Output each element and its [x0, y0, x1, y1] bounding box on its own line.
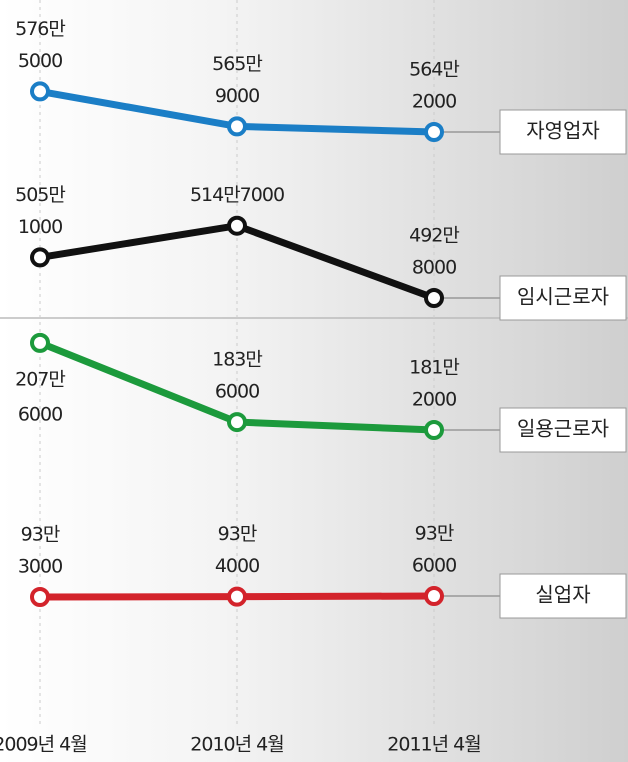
point: [229, 218, 245, 234]
value-label: 8000: [412, 257, 456, 279]
value-label: 183만: [212, 349, 262, 371]
value-label: 6000: [412, 555, 456, 577]
value-label: 181만: [409, 357, 459, 379]
value-label: 505만: [15, 184, 65, 206]
x-tick-label: 2011년 4월: [387, 734, 480, 756]
value-label: 564만: [409, 59, 459, 81]
x-tick-label: 2010년 4월: [190, 734, 283, 756]
value-label: 2000: [412, 91, 456, 113]
value-label: 5000: [18, 50, 62, 72]
value-label: 6000: [18, 403, 62, 425]
point: [32, 589, 48, 605]
value-label: 576만: [15, 18, 65, 40]
chart: 2009년 4월 2010년 4월 2011년 4월 자영업자 576만 5000 565만…: [0, 0, 628, 762]
point: [32, 335, 48, 351]
value-label: 4000: [215, 555, 259, 577]
value-label: 2000: [412, 389, 456, 411]
value-label: 514만7000: [190, 184, 284, 206]
point: [426, 588, 442, 604]
value-label: 9000: [215, 85, 259, 107]
value-label: 207만: [15, 368, 65, 390]
value-label: 93만: [21, 524, 60, 546]
legend-label: 자영업자: [526, 119, 600, 143]
value-label: 492만: [409, 225, 459, 247]
value-label: 1000: [18, 216, 62, 238]
point: [229, 414, 245, 430]
value-label: 3000: [18, 556, 62, 578]
value-label: 6000: [215, 381, 259, 403]
point: [32, 249, 48, 265]
legend-label: 일용근로자: [517, 417, 609, 441]
value-label: 93만: [415, 523, 454, 545]
point: [229, 589, 245, 605]
point: [426, 124, 442, 140]
point: [426, 422, 442, 438]
x-tick-label: 2009년 4월: [0, 734, 87, 756]
point: [32, 83, 48, 99]
legend-label: 임시근로자: [517, 285, 609, 309]
legend-label: 실업자: [535, 583, 590, 607]
point: [426, 290, 442, 306]
point: [229, 118, 245, 134]
value-label: 93만: [218, 523, 257, 545]
value-label: 565만: [212, 53, 262, 75]
